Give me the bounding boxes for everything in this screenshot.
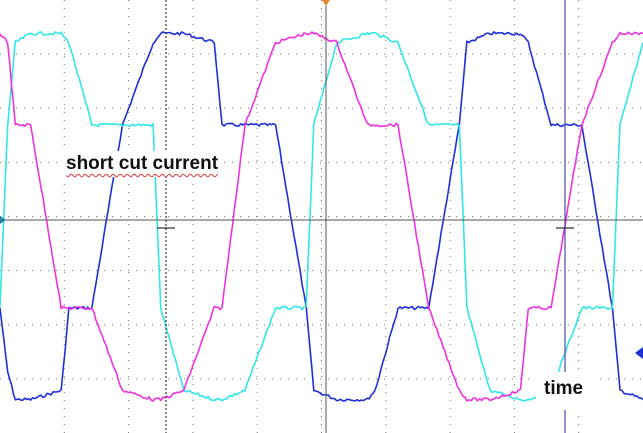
arrow-left-icon <box>635 347 643 359</box>
traces <box>0 31 643 402</box>
trace-series-1 <box>0 31 643 402</box>
short-cut-current-label: short cut current <box>60 151 225 177</box>
trace-series-2 <box>0 31 643 402</box>
trigger-marker-icon <box>322 0 330 6</box>
trace-series-3 <box>0 31 643 402</box>
time-label: time <box>536 372 594 410</box>
ground-marker-icon <box>0 216 6 224</box>
